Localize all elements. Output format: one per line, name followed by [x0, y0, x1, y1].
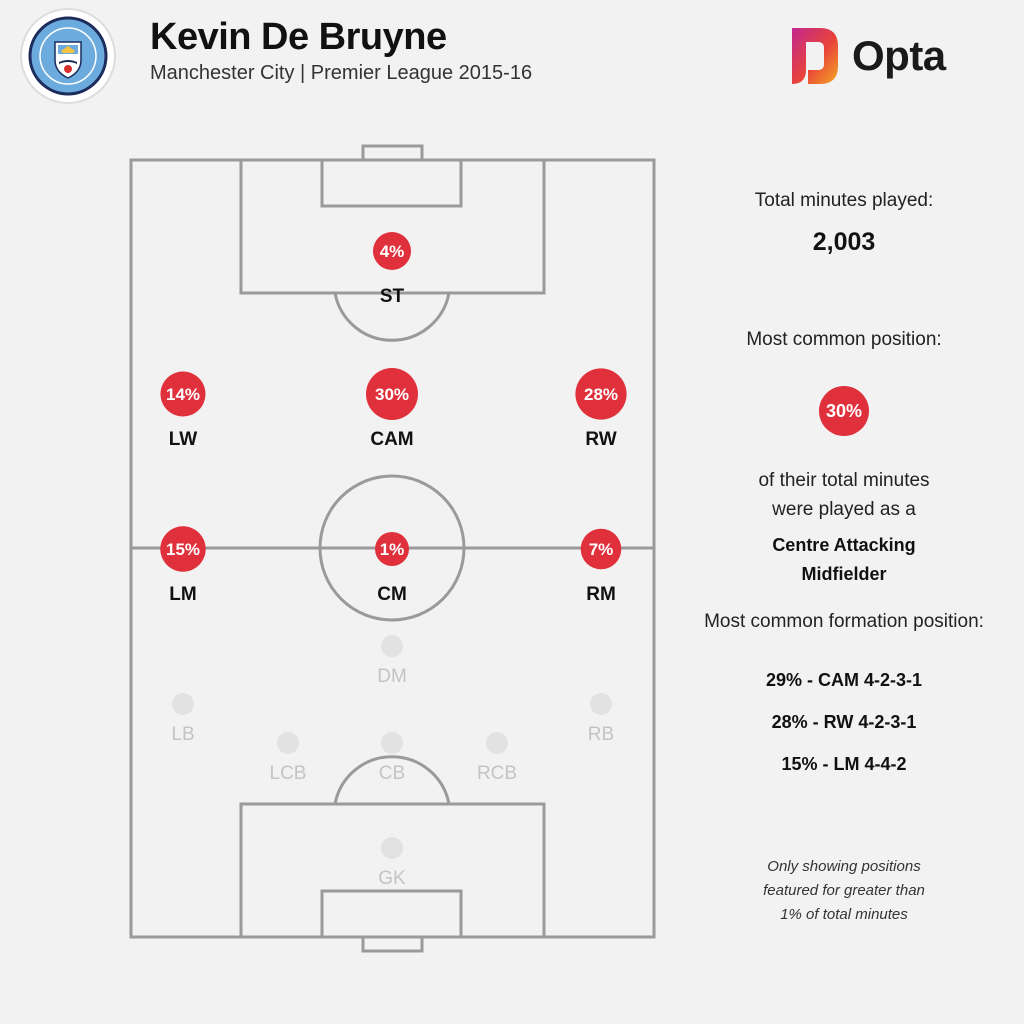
top-goal — [361, 144, 424, 162]
position-label-dm: DM — [377, 666, 407, 687]
position-label-rm: RM — [586, 584, 616, 605]
position-label-rb: RB — [587, 724, 615, 745]
position-label-lm: LM — [169, 584, 197, 605]
position-marker-cam — [366, 368, 418, 420]
position-label-rcb: RCB — [476, 763, 518, 784]
position-pct-cam: 30% — [375, 385, 409, 404]
formation-item-3: 15% - LM 4-4-2 — [781, 754, 907, 774]
bottom-penalty-arc — [333, 755, 451, 805]
common-position-label: Most common position: — [746, 329, 942, 350]
position-marker-cb — [381, 732, 403, 754]
position-marker-rb — [590, 693, 612, 715]
minutes-value: 2,003 — [812, 228, 876, 256]
subtitle: Manchester City | Premier League 2015-16 — [150, 62, 533, 84]
position-pct-rw: 28% — [584, 385, 618, 404]
position-label-st: ST — [379, 286, 405, 307]
position-marker-lb — [172, 693, 194, 715]
bottom-goal — [361, 935, 424, 953]
top-penalty-box — [239, 158, 546, 295]
centre-circle — [318, 474, 466, 622]
position-label-lcb: LCB — [269, 763, 307, 784]
top-penalty-arc — [333, 292, 451, 342]
position-marker-lcb — [277, 732, 299, 754]
common-position-text-2: were played as a — [772, 499, 916, 520]
position-marker-lm — [160, 526, 206, 572]
position-pct-st: 4% — [380, 242, 405, 261]
pitch: 4% 14% 30% 28% 15% 1% 7% — [129, 144, 656, 953]
position-marker-dm — [381, 635, 403, 657]
minutes-label: Total minutes played: — [754, 190, 934, 211]
common-position-name-1: Centre Attacking — [772, 535, 916, 555]
position-pct-rm: 7% — [589, 540, 614, 559]
position-marker-rm — [580, 528, 622, 570]
manchester-city-crest-icon — [20, 8, 116, 104]
position-marker-st — [373, 232, 411, 270]
position-label-cm: CM — [377, 584, 407, 605]
note-line-3: 1% of total minutes — [780, 906, 908, 923]
position-pct-cm: 1% — [380, 540, 405, 559]
formation-item-1: 29% - CAM 4-2-3-1 — [765, 670, 923, 690]
position-label-rw: RW — [585, 429, 617, 450]
position-marker-rcb — [486, 732, 508, 754]
common-position-text-1: of their total minutes — [758, 470, 930, 491]
common-position-name-2: Midfielder — [801, 564, 887, 584]
opta-logo-icon — [780, 20, 852, 92]
formation-item-2: 28% - RW 4-2-3-1 — [771, 712, 917, 732]
position-pct-lw: 14% — [166, 385, 200, 404]
position-marker-cm — [375, 532, 409, 566]
top-six-yard-box — [320, 158, 463, 208]
position-marker-gk — [381, 837, 403, 859]
bottom-six-yard-box — [320, 889, 463, 939]
formation-label: Most common formation position: — [704, 611, 984, 632]
position-pct-lm: 15% — [166, 540, 200, 559]
position-label-gk: GK — [378, 868, 406, 889]
note-line-2: featured for greater than — [763, 882, 925, 899]
position-label-lw: LW — [168, 429, 198, 450]
common-position-pct: 30% — [819, 386, 869, 436]
position-label-cam: CAM — [370, 429, 414, 450]
position-label-cb: CB — [378, 763, 406, 784]
player-name: Kevin De Bruyne — [150, 16, 447, 58]
position-label-lb: LB — [171, 724, 195, 745]
position-marker-lw — [160, 371, 206, 417]
opta-wordmark: Opta — [852, 32, 946, 79]
note-line-1: Only showing positions — [767, 858, 921, 875]
position-marker-rw — [575, 368, 627, 420]
